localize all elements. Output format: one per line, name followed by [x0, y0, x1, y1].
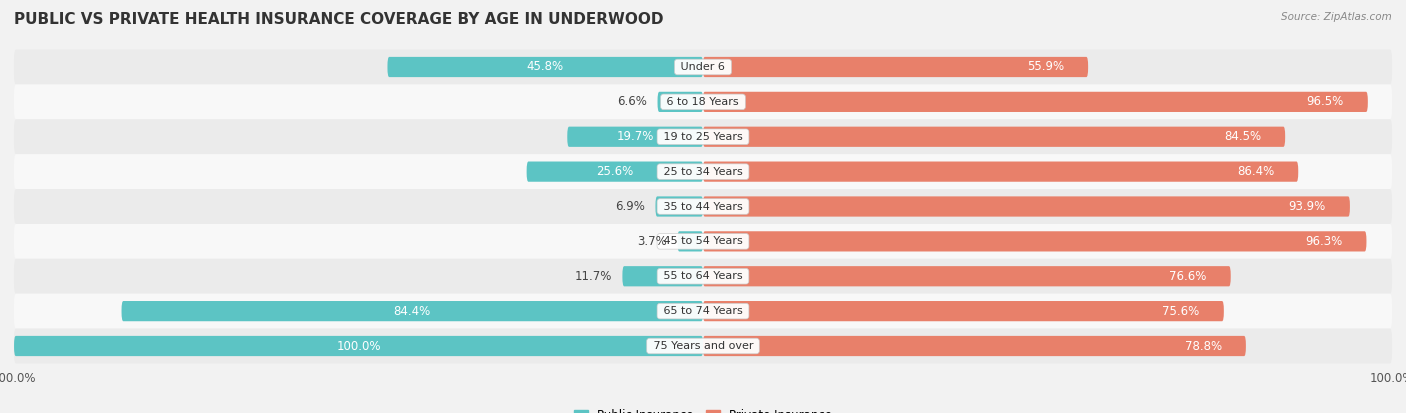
- Text: Source: ZipAtlas.com: Source: ZipAtlas.com: [1281, 12, 1392, 22]
- FancyBboxPatch shape: [14, 259, 1392, 294]
- Text: 19 to 25 Years: 19 to 25 Years: [659, 132, 747, 142]
- FancyBboxPatch shape: [14, 154, 1392, 189]
- FancyBboxPatch shape: [388, 57, 703, 77]
- FancyBboxPatch shape: [703, 161, 1298, 182]
- Text: 84.5%: 84.5%: [1223, 130, 1261, 143]
- Legend: Public Insurance, Private Insurance: Public Insurance, Private Insurance: [569, 404, 837, 413]
- Text: 6 to 18 Years: 6 to 18 Years: [664, 97, 742, 107]
- Text: 75.6%: 75.6%: [1163, 305, 1199, 318]
- FancyBboxPatch shape: [703, 92, 1368, 112]
- Text: 96.5%: 96.5%: [1306, 95, 1344, 108]
- Text: Under 6: Under 6: [678, 62, 728, 72]
- Text: 45 to 54 Years: 45 to 54 Years: [659, 236, 747, 247]
- FancyBboxPatch shape: [14, 294, 1392, 329]
- Text: 76.6%: 76.6%: [1170, 270, 1206, 283]
- Text: PUBLIC VS PRIVATE HEALTH INSURANCE COVERAGE BY AGE IN UNDERWOOD: PUBLIC VS PRIVATE HEALTH INSURANCE COVER…: [14, 12, 664, 27]
- FancyBboxPatch shape: [703, 231, 1367, 252]
- Text: 55.9%: 55.9%: [1026, 60, 1064, 74]
- FancyBboxPatch shape: [567, 127, 703, 147]
- Text: 25 to 34 Years: 25 to 34 Years: [659, 166, 747, 177]
- Text: 93.9%: 93.9%: [1288, 200, 1326, 213]
- FancyBboxPatch shape: [703, 57, 1088, 77]
- FancyBboxPatch shape: [527, 161, 703, 182]
- FancyBboxPatch shape: [14, 189, 1392, 224]
- Text: 19.7%: 19.7%: [616, 130, 654, 143]
- FancyBboxPatch shape: [703, 266, 1230, 286]
- FancyBboxPatch shape: [703, 301, 1223, 321]
- FancyBboxPatch shape: [14, 50, 1392, 84]
- FancyBboxPatch shape: [14, 336, 703, 356]
- FancyBboxPatch shape: [703, 336, 1246, 356]
- FancyBboxPatch shape: [121, 301, 703, 321]
- FancyBboxPatch shape: [14, 329, 1392, 363]
- Text: 35 to 44 Years: 35 to 44 Years: [659, 202, 747, 211]
- Text: 6.9%: 6.9%: [616, 200, 645, 213]
- Text: 84.4%: 84.4%: [394, 305, 430, 318]
- FancyBboxPatch shape: [678, 231, 703, 252]
- FancyBboxPatch shape: [623, 266, 703, 286]
- FancyBboxPatch shape: [658, 92, 703, 112]
- Text: 11.7%: 11.7%: [575, 270, 612, 283]
- Text: 75 Years and over: 75 Years and over: [650, 341, 756, 351]
- Text: 6.6%: 6.6%: [617, 95, 647, 108]
- Text: 78.8%: 78.8%: [1185, 339, 1222, 353]
- FancyBboxPatch shape: [703, 197, 1350, 216]
- Text: 25.6%: 25.6%: [596, 165, 634, 178]
- Text: 65 to 74 Years: 65 to 74 Years: [659, 306, 747, 316]
- Text: 55 to 64 Years: 55 to 64 Years: [659, 271, 747, 281]
- FancyBboxPatch shape: [655, 197, 703, 216]
- Text: 100.0%: 100.0%: [336, 339, 381, 353]
- Text: 86.4%: 86.4%: [1237, 165, 1274, 178]
- Text: 96.3%: 96.3%: [1305, 235, 1343, 248]
- Text: 3.7%: 3.7%: [637, 235, 668, 248]
- FancyBboxPatch shape: [14, 224, 1392, 259]
- FancyBboxPatch shape: [14, 84, 1392, 119]
- Text: 45.8%: 45.8%: [527, 60, 564, 74]
- FancyBboxPatch shape: [703, 127, 1285, 147]
- FancyBboxPatch shape: [14, 119, 1392, 154]
